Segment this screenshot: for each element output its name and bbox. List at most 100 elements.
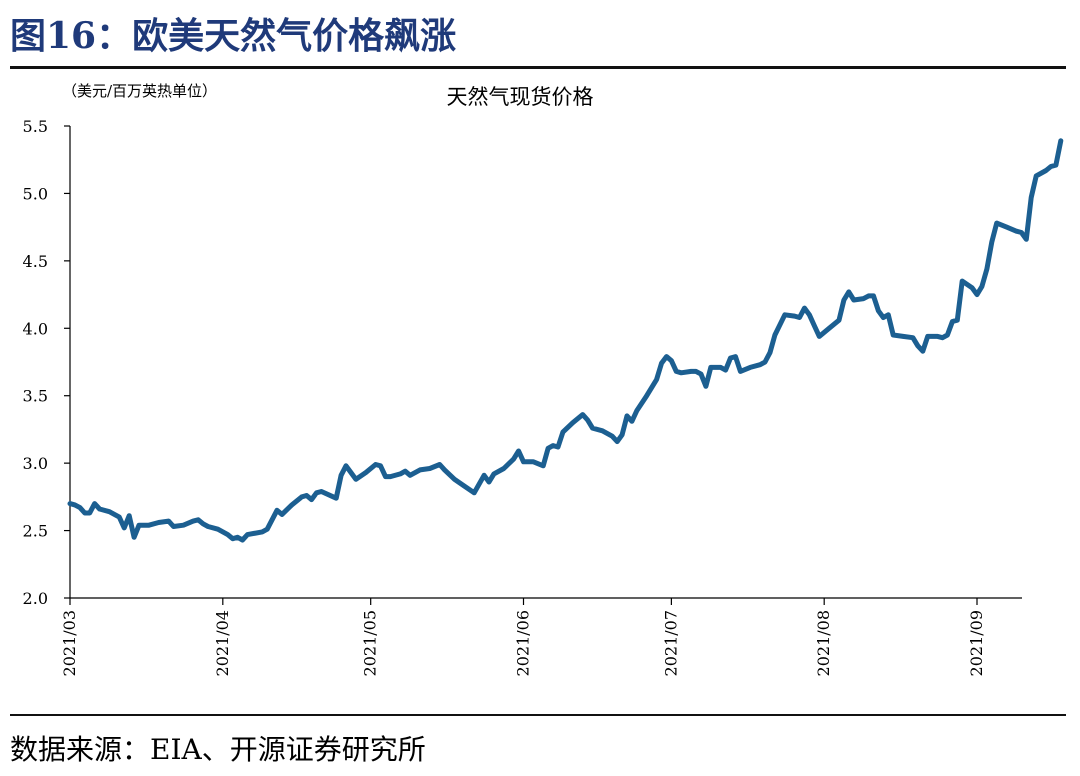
data-point bbox=[590, 425, 595, 431]
data-point bbox=[772, 332, 778, 338]
data-point bbox=[343, 463, 349, 468]
data-point bbox=[215, 527, 221, 532]
data-point bbox=[338, 473, 344, 478]
data-point bbox=[274, 508, 280, 513]
data-point bbox=[550, 443, 556, 448]
data-point bbox=[491, 471, 497, 477]
y-tick-label: 2.0 bbox=[23, 589, 48, 608]
data-point bbox=[1053, 162, 1059, 168]
data-point bbox=[900, 334, 906, 339]
data-point bbox=[136, 523, 142, 528]
data-point bbox=[664, 354, 669, 359]
data-point bbox=[97, 506, 102, 512]
data-point bbox=[841, 297, 847, 303]
data-point bbox=[299, 494, 304, 500]
data-point bbox=[817, 334, 822, 339]
data-point bbox=[191, 518, 196, 524]
y-tick-label: 4.0 bbox=[23, 319, 48, 338]
data-point bbox=[629, 419, 635, 424]
data-point bbox=[876, 308, 881, 313]
data-point bbox=[442, 467, 447, 473]
x-tick-label: 2021/04 bbox=[213, 610, 232, 676]
data-point bbox=[624, 413, 630, 419]
y-tick-label: 4.5 bbox=[23, 252, 48, 271]
data-point bbox=[363, 470, 368, 475]
data-point bbox=[225, 532, 230, 537]
data-point bbox=[107, 509, 112, 514]
data-point bbox=[560, 429, 566, 435]
data-point bbox=[935, 334, 940, 339]
data-point bbox=[181, 523, 186, 528]
data-point bbox=[398, 471, 403, 477]
data-point bbox=[984, 266, 990, 272]
x-tick-label: 2021/03 bbox=[60, 610, 79, 676]
data-point bbox=[925, 334, 930, 339]
data-point bbox=[319, 489, 324, 494]
data-point bbox=[659, 361, 664, 366]
data-point bbox=[516, 448, 521, 454]
data-point bbox=[955, 318, 960, 323]
data-point bbox=[511, 456, 516, 462]
title-rule bbox=[10, 66, 1066, 69]
data-point bbox=[555, 444, 561, 450]
data-point bbox=[767, 350, 773, 355]
y-tick-label: 3.5 bbox=[23, 387, 48, 406]
data-point bbox=[117, 514, 122, 520]
data-point bbox=[708, 365, 713, 370]
x-tick-label: 2021/07 bbox=[661, 610, 680, 676]
axes: 2.0 2.5 3.0 3.5 4.0 4.5 5.0 5.5 2021/03 2021/04 20… bbox=[23, 117, 1022, 676]
x-tick-label: 2021/09 bbox=[967, 610, 986, 676]
data-point bbox=[960, 278, 965, 284]
data-point bbox=[279, 512, 285, 517]
data-point bbox=[67, 501, 73, 506]
figure-title: 图16：欧美天然气价格飙涨 bbox=[10, 15, 457, 57]
data-point bbox=[915, 343, 920, 348]
data-point bbox=[260, 529, 265, 535]
x-tick-label: 2021/05 bbox=[361, 610, 380, 676]
data-point bbox=[304, 493, 309, 498]
data-point bbox=[131, 535, 137, 540]
data-point bbox=[452, 477, 457, 482]
data-point bbox=[826, 326, 832, 331]
data-point bbox=[1029, 195, 1034, 200]
y-tick-label: 5.0 bbox=[23, 184, 48, 203]
data-point bbox=[437, 462, 442, 467]
data-point bbox=[698, 371, 704, 377]
data-point bbox=[979, 284, 985, 289]
data-point bbox=[373, 462, 378, 467]
data-point bbox=[314, 490, 319, 495]
data-point bbox=[989, 239, 994, 245]
data-point bbox=[891, 332, 896, 338]
x-tick-label: 2021/08 bbox=[814, 610, 833, 676]
data-point bbox=[654, 377, 659, 382]
data-point bbox=[77, 505, 83, 510]
data-point bbox=[580, 412, 585, 417]
data-point bbox=[545, 446, 551, 451]
data-point bbox=[910, 335, 916, 340]
data-point bbox=[1043, 168, 1049, 173]
source-rule bbox=[10, 714, 1066, 716]
data-point bbox=[230, 536, 235, 541]
data-point bbox=[481, 473, 487, 478]
y-axis-unit-label: （美元/百万英热单位） bbox=[62, 82, 217, 100]
data-point bbox=[486, 479, 492, 485]
data-point bbox=[974, 292, 980, 297]
data-point bbox=[521, 459, 526, 464]
data-point bbox=[353, 477, 359, 482]
data-point bbox=[886, 312, 891, 317]
data-point bbox=[196, 517, 201, 522]
data-point bbox=[940, 335, 945, 340]
y-tick-label: 3.0 bbox=[23, 454, 48, 473]
data-point bbox=[703, 384, 709, 389]
data-point bbox=[871, 293, 876, 299]
data-point bbox=[693, 369, 699, 374]
data-point bbox=[240, 537, 245, 543]
data-point bbox=[861, 296, 866, 301]
data-point bbox=[383, 474, 388, 479]
data-point bbox=[146, 523, 152, 528]
data-point bbox=[403, 469, 408, 474]
data-point bbox=[669, 358, 674, 363]
data-point bbox=[674, 369, 679, 374]
data-point bbox=[531, 459, 536, 464]
